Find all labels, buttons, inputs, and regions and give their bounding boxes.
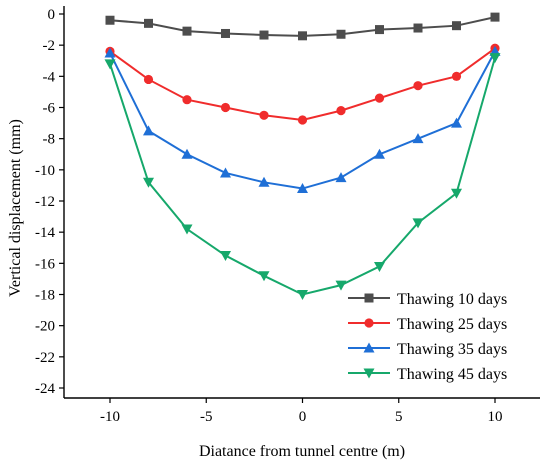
series-line [109, 57, 496, 296]
x-axis-title: Diatance from tunnel centre (m) [199, 443, 405, 460]
x-tick-label: 0 [299, 409, 307, 425]
data-point [374, 261, 385, 272]
legend-swatch-marker [364, 293, 374, 303]
y-tick-label: -8 [43, 132, 56, 148]
data-point [375, 25, 384, 35]
x-tick-label: 5 [395, 409, 403, 425]
data-point [374, 93, 385, 103]
data-point [258, 176, 270, 187]
data-point [413, 23, 423, 33]
legend-swatch-marker [363, 368, 375, 379]
data-point [451, 117, 462, 128]
series-4 [104, 53, 501, 300]
data-point [412, 218, 424, 229]
series-layer [104, 12, 501, 300]
legend: Thawing 10 days Thawing 25 days Thawing 35… [348, 291, 507, 383]
data-point [451, 71, 462, 81]
data-point [258, 271, 270, 282]
data-point [220, 102, 231, 113]
y-tick-label: -24 [35, 381, 55, 397]
data-point [143, 74, 154, 85]
legend-item: Thawing 25 days [348, 316, 507, 333]
legend-label: Thawing 25 days [397, 316, 507, 333]
data-point [451, 188, 462, 199]
legend-label: Thawing 10 days [397, 291, 507, 308]
series-2 [105, 43, 500, 125]
data-point [143, 125, 154, 136]
data-point [181, 148, 193, 159]
legend-item: Thawing 45 days [348, 366, 507, 383]
series-1 [105, 12, 500, 41]
data-point [259, 110, 269, 120]
data-point [452, 21, 461, 31]
data-point [221, 28, 230, 38]
series-3 [104, 45, 501, 194]
x-tick-label: 10 [488, 409, 503, 425]
y-tick-label: -4 [43, 69, 56, 85]
data-point [143, 177, 154, 188]
legend-label: Thawing 45 days [397, 366, 507, 383]
y-tick-label: -14 [35, 225, 55, 241]
y-tick-label: -20 [35, 319, 55, 335]
data-point [182, 26, 192, 36]
y-axis-title: Vertical displacement (mm) [7, 119, 24, 297]
legend-label: Thawing 35 days [397, 341, 507, 358]
data-point [335, 280, 347, 291]
data-point [412, 133, 424, 144]
legend-item: Thawing 10 days [348, 291, 507, 308]
data-point [490, 12, 500, 22]
data-point [413, 81, 423, 91]
x-tick-label: -5 [200, 409, 213, 425]
data-point [182, 95, 192, 105]
y-tick-label: 0 [48, 7, 56, 23]
data-point [297, 183, 308, 194]
data-point [297, 115, 308, 125]
legend-swatch-marker [364, 318, 374, 328]
data-point [336, 29, 346, 39]
data-point [374, 148, 385, 159]
legend-swatch-marker [363, 342, 375, 353]
y-ticks: 0 -2 -4 -6 -8 -10 -12 -14 -16 -18 -20 -22 -24 [35, 7, 64, 397]
y-tick-label: -6 [43, 101, 56, 117]
data-point [220, 251, 231, 262]
data-point [489, 53, 501, 64]
data-point [297, 290, 308, 300]
data-point [336, 106, 346, 116]
plot-frame [63, 6, 540, 399]
y-tick-label: -16 [35, 256, 55, 272]
data-point [104, 47, 116, 58]
data-point [104, 59, 116, 70]
x-ticks: -10 -5 0 5 10 [100, 398, 503, 425]
y-tick-label: -10 [35, 163, 55, 179]
data-point [220, 167, 231, 178]
data-point [335, 172, 347, 183]
data-point [181, 224, 193, 235]
y-tick-label: -2 [43, 38, 56, 54]
x-tick-label: -10 [100, 409, 120, 425]
data-point [298, 31, 307, 41]
y-tick-label: -18 [35, 288, 55, 304]
y-tick-label: -22 [35, 350, 55, 366]
data-point [259, 30, 269, 40]
legend-item: Thawing 35 days [348, 341, 507, 358]
data-point [144, 18, 153, 28]
series-line [109, 47, 496, 121]
y-tick-label: -12 [35, 194, 55, 210]
data-point [105, 15, 115, 25]
